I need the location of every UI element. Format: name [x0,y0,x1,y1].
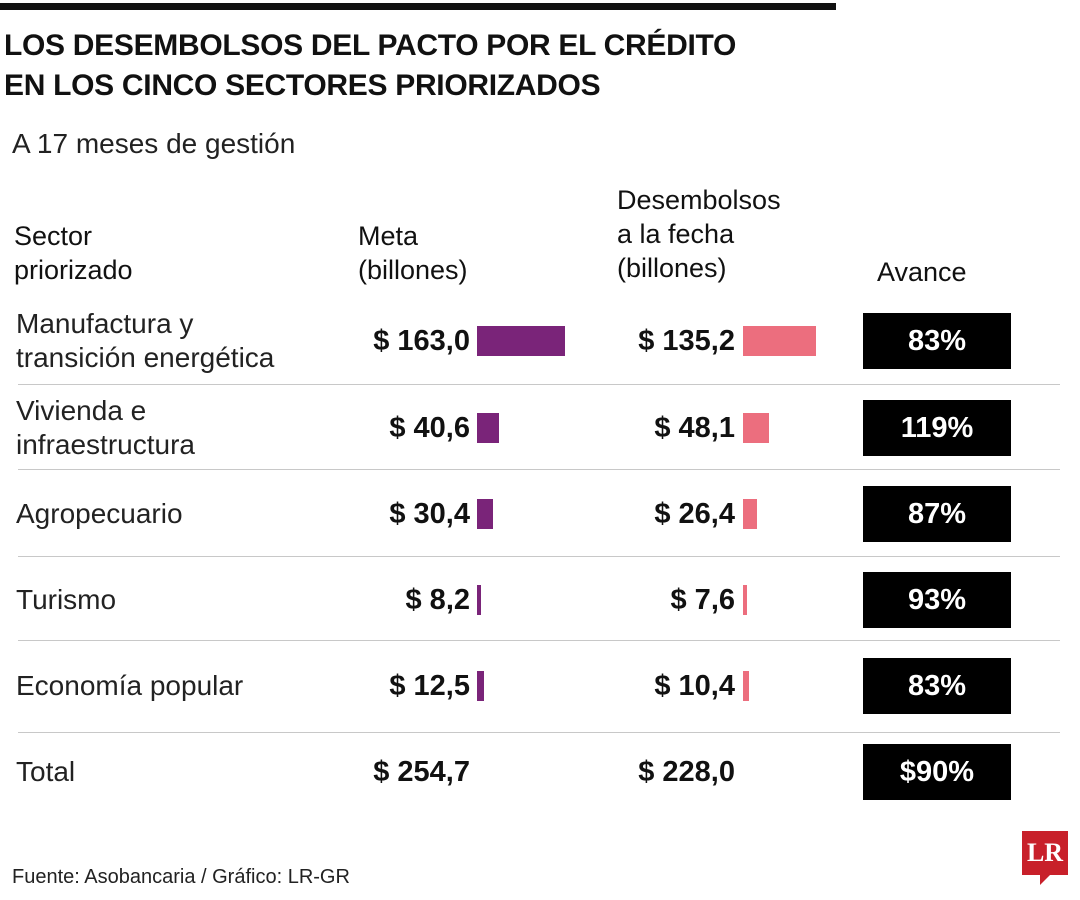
desembolsos-bar [743,585,748,615]
desembolsos-bar [743,413,769,443]
desembolsos-bar [743,671,749,701]
header-desembolsos-line-2: a la fecha [617,219,735,249]
chart-subtitle: A 17 meses de gestión [12,128,296,159]
chart-title: LOS DESEMBOLSOS DEL PACTO POR EL CRÉDITO… [4,26,736,106]
sector-label: Vivienda e infraestructura [16,394,195,462]
header-meta-line-2: (billones) [358,255,468,285]
desembolsos-value: $ 26,4 [654,498,735,530]
desembolsos-value: $ 48,1 [654,412,735,444]
top-rule [0,3,836,10]
sector-label-line: Agropecuario [16,498,183,529]
avance-badge: 93% [863,572,1011,628]
desembolsos-bar [743,326,816,356]
header-sector-line-1: Sector [14,221,93,251]
avance-badge: 119% [863,400,1011,456]
header-sector-line-2: priorizado [14,255,133,285]
avance-badge: 83% [863,313,1011,369]
sector-label-line: transición energética [16,342,275,373]
header-desembolsos-line-3: (billones) [617,253,727,283]
title-line-2: EN LOS CINCO SECTORES PRIORIZADOS [4,69,601,102]
sector-label: Economía popular [16,669,243,703]
total-desembolsos-value: $ 228,0 [638,756,735,788]
row-divider [18,556,1060,557]
title-line-1: LOS DESEMBOLSOS DEL PACTO POR EL CRÉDITO [4,29,736,62]
meta-value: $ 12,5 [389,670,470,702]
header-meta-line-1: Meta [358,221,419,251]
total-label: Total [16,756,76,787]
header-meta: Meta (billones) [358,219,468,287]
avance-badge: 87% [863,486,1011,542]
sector-label-line: Manufactura y [16,308,194,339]
header-avance: Avance [877,257,967,287]
meta-value: $ 40,6 [389,412,470,444]
meta-bar [477,499,494,529]
meta-bar [477,326,566,356]
sector-label: Agropecuario [16,497,183,531]
lr-logo: LR [1022,831,1068,885]
meta-value: $ 8,2 [405,584,471,616]
desembolsos-bar [743,499,758,529]
sector-label: Manufactura y transición energética [16,307,274,375]
header-desembolsos-line-1: Desembolsos [617,185,781,215]
sector-label-line: Vivienda e [16,395,147,426]
meta-value: $ 30,4 [389,498,470,530]
avance-badge: 83% [863,658,1011,714]
desembolsos-value: $ 7,6 [670,584,736,616]
desembolsos-value: $ 10,4 [654,670,735,702]
sector-label-line: Turismo [16,584,117,615]
meta-bar [477,585,482,615]
source-note: Fuente: Asobancaria / Gráfico: LR-GR [12,866,350,888]
row-divider [18,640,1060,641]
sector-label-line: infraestructura [16,429,195,460]
total-avance-badge: $90% [863,744,1011,800]
meta-value: $ 163,0 [373,325,470,357]
row-divider [18,732,1060,733]
header-sector: Sector priorizado [14,219,133,287]
row-divider [18,384,1060,385]
meta-bar [477,671,484,701]
sector-label: Turismo [16,583,116,617]
total-meta-value: $ 254,7 [373,756,470,788]
desembolsos-value: $ 135,2 [638,325,735,357]
row-divider [18,469,1060,470]
header-desembolsos: Desembolsos a la fecha (billones) [617,183,781,285]
meta-bar [477,413,499,443]
sector-label-line: Economía popular [16,670,244,701]
